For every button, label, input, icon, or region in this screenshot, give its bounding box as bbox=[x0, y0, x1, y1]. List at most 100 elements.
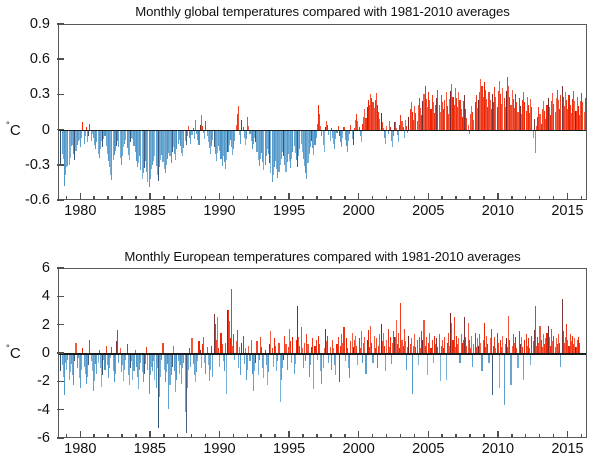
bar bbox=[455, 335, 458, 354]
bar bbox=[112, 130, 114, 160]
bar bbox=[458, 91, 460, 131]
bar bbox=[349, 130, 351, 135]
bar bbox=[240, 130, 242, 144]
bar bbox=[306, 130, 308, 179]
bar bbox=[124, 354, 126, 370]
bar bbox=[205, 121, 207, 131]
bar bbox=[275, 130, 277, 162]
bar bbox=[206, 130, 208, 137]
bar bbox=[98, 130, 100, 158]
bar bbox=[139, 354, 141, 370]
bar bbox=[334, 354, 336, 366]
bar bbox=[201, 344, 203, 354]
bar bbox=[148, 354, 150, 394]
bar bbox=[210, 130, 212, 155]
bar bbox=[502, 335, 504, 354]
x-tick-mark-major bbox=[357, 193, 360, 200]
bar bbox=[480, 342, 482, 354]
bar-year-marker bbox=[102, 130, 104, 148]
bar bbox=[414, 105, 416, 131]
bar bbox=[142, 130, 144, 173]
bar bbox=[266, 354, 268, 386]
bar bbox=[525, 334, 527, 354]
bar bbox=[132, 130, 134, 139]
bar bbox=[530, 98, 532, 131]
plot-area-global bbox=[58, 24, 587, 200]
bar bbox=[304, 130, 306, 166]
bar bbox=[486, 98, 488, 131]
bar bbox=[236, 114, 238, 131]
bar bbox=[80, 354, 82, 388]
bar bbox=[223, 130, 226, 163]
bar bbox=[92, 354, 94, 391]
bar bbox=[516, 102, 518, 131]
bar bbox=[142, 354, 144, 383]
bar bbox=[239, 130, 241, 136]
bar bbox=[344, 354, 346, 362]
bar bbox=[290, 341, 292, 354]
bar bbox=[413, 120, 415, 131]
bar bbox=[546, 104, 548, 131]
bar bbox=[510, 354, 512, 386]
bar bbox=[200, 354, 202, 369]
bar bbox=[511, 345, 513, 354]
x-tick-label: 2000 bbox=[342, 441, 375, 457]
bar bbox=[526, 345, 528, 354]
bar bbox=[109, 354, 111, 369]
bar-year-marker bbox=[478, 345, 479, 354]
bar bbox=[462, 339, 464, 354]
bar bbox=[320, 125, 322, 131]
bar bbox=[501, 103, 503, 131]
chart-title-europe: Monthly European temperatures compared w… bbox=[124, 249, 521, 264]
bar bbox=[413, 345, 415, 354]
bar bbox=[449, 98, 451, 131]
bar bbox=[77, 130, 79, 142]
bar bbox=[222, 130, 224, 157]
bar bbox=[490, 328, 492, 354]
bar bbox=[527, 338, 529, 354]
bar bbox=[139, 130, 141, 157]
bar bbox=[132, 354, 134, 380]
bar bbox=[218, 348, 220, 354]
bar bbox=[469, 348, 471, 354]
bar bbox=[560, 354, 562, 367]
bar-year-marker bbox=[255, 130, 257, 143]
bar-year-marker bbox=[185, 354, 187, 434]
bar bbox=[125, 130, 127, 140]
bar bbox=[322, 130, 324, 145]
bar bbox=[271, 130, 273, 183]
bar bbox=[437, 346, 439, 354]
y-tick-mark bbox=[57, 164, 64, 166]
y-tick-mark bbox=[57, 380, 64, 383]
x-tick-label: 1980 bbox=[64, 203, 97, 219]
bar bbox=[111, 130, 113, 180]
bar bbox=[194, 120, 197, 131]
bar bbox=[337, 337, 339, 354]
y-tick-label: 4 bbox=[41, 288, 50, 305]
bar-year-marker bbox=[310, 130, 312, 142]
bar bbox=[548, 107, 550, 131]
bar bbox=[298, 130, 300, 157]
bar-year-marker bbox=[157, 354, 159, 428]
bar bbox=[473, 120, 475, 131]
bar bbox=[388, 346, 390, 354]
bar bbox=[182, 354, 184, 369]
bar bbox=[258, 354, 260, 360]
bar bbox=[229, 130, 231, 140]
bar bbox=[156, 354, 158, 369]
bar bbox=[582, 102, 584, 131]
bar bbox=[207, 354, 209, 366]
bar bbox=[178, 354, 180, 374]
bar bbox=[265, 354, 267, 366]
bar bbox=[198, 130, 200, 145]
bar bbox=[78, 130, 80, 140]
bar bbox=[428, 342, 430, 354]
bar bbox=[531, 335, 533, 354]
bar bbox=[362, 354, 364, 363]
bar bbox=[69, 354, 71, 373]
bar bbox=[138, 354, 140, 390]
bar bbox=[268, 354, 270, 373]
bar bbox=[220, 332, 222, 354]
bar bbox=[446, 342, 448, 354]
bar bbox=[520, 114, 522, 131]
